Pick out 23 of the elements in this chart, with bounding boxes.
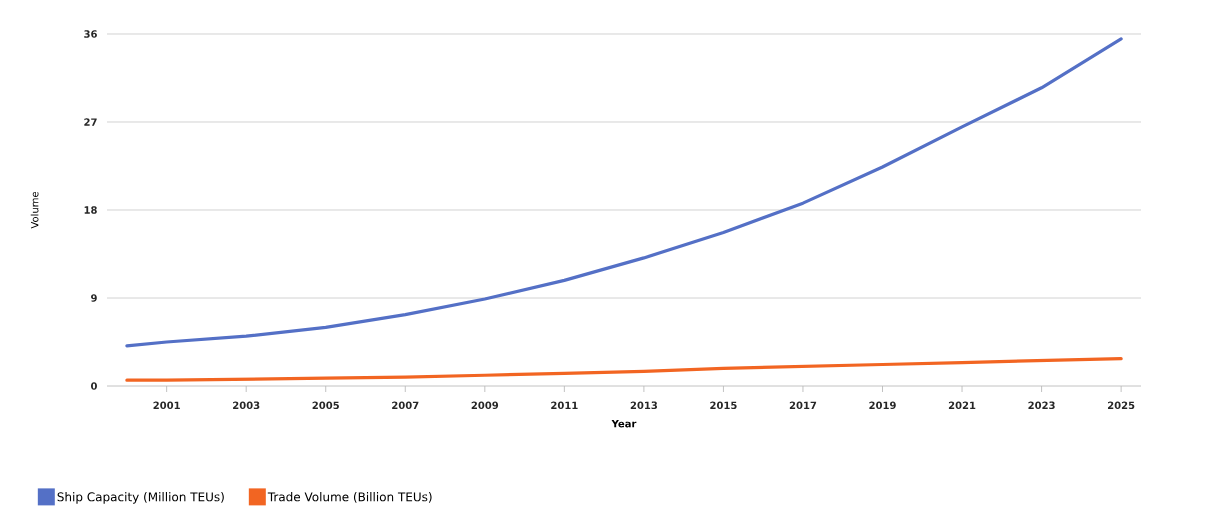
x-axis-title: Year <box>611 419 637 428</box>
legend-label: Trade Volume (Billion TEUs) <box>267 492 432 503</box>
x-tick-label: 2007 <box>392 401 419 410</box>
x-tick-label: 2015 <box>710 401 737 410</box>
x-tick-label: 2023 <box>1028 401 1055 410</box>
line-series <box>125 37 1123 348</box>
x-tick-label: 2001 <box>153 401 180 410</box>
legend-label: Ship Capacity (Million TEUs) <box>57 492 224 504</box>
y-axis-title: Volume <box>30 191 39 229</box>
x-tick-label: 2011 <box>551 401 578 410</box>
y-tick-label: 9 <box>91 294 97 302</box>
x-tick-label: 2017 <box>789 401 817 410</box>
x-tick-label: 2025 <box>1107 401 1135 410</box>
y-tick-label: 27 <box>84 118 97 126</box>
y-tick-label: 36 <box>84 30 97 38</box>
x-tick-label: 2019 <box>869 401 896 410</box>
x-tick-label: 2021 <box>948 401 976 410</box>
x-tick-label: 2005 <box>312 401 339 410</box>
y-tick-label: 18 <box>84 206 97 214</box>
x-tick-label: 2013 <box>630 401 658 410</box>
x-tick-label: 2009 <box>471 401 499 410</box>
y-tick-label: 0 <box>91 382 97 390</box>
x-tick-label: 2003 <box>233 401 260 410</box>
